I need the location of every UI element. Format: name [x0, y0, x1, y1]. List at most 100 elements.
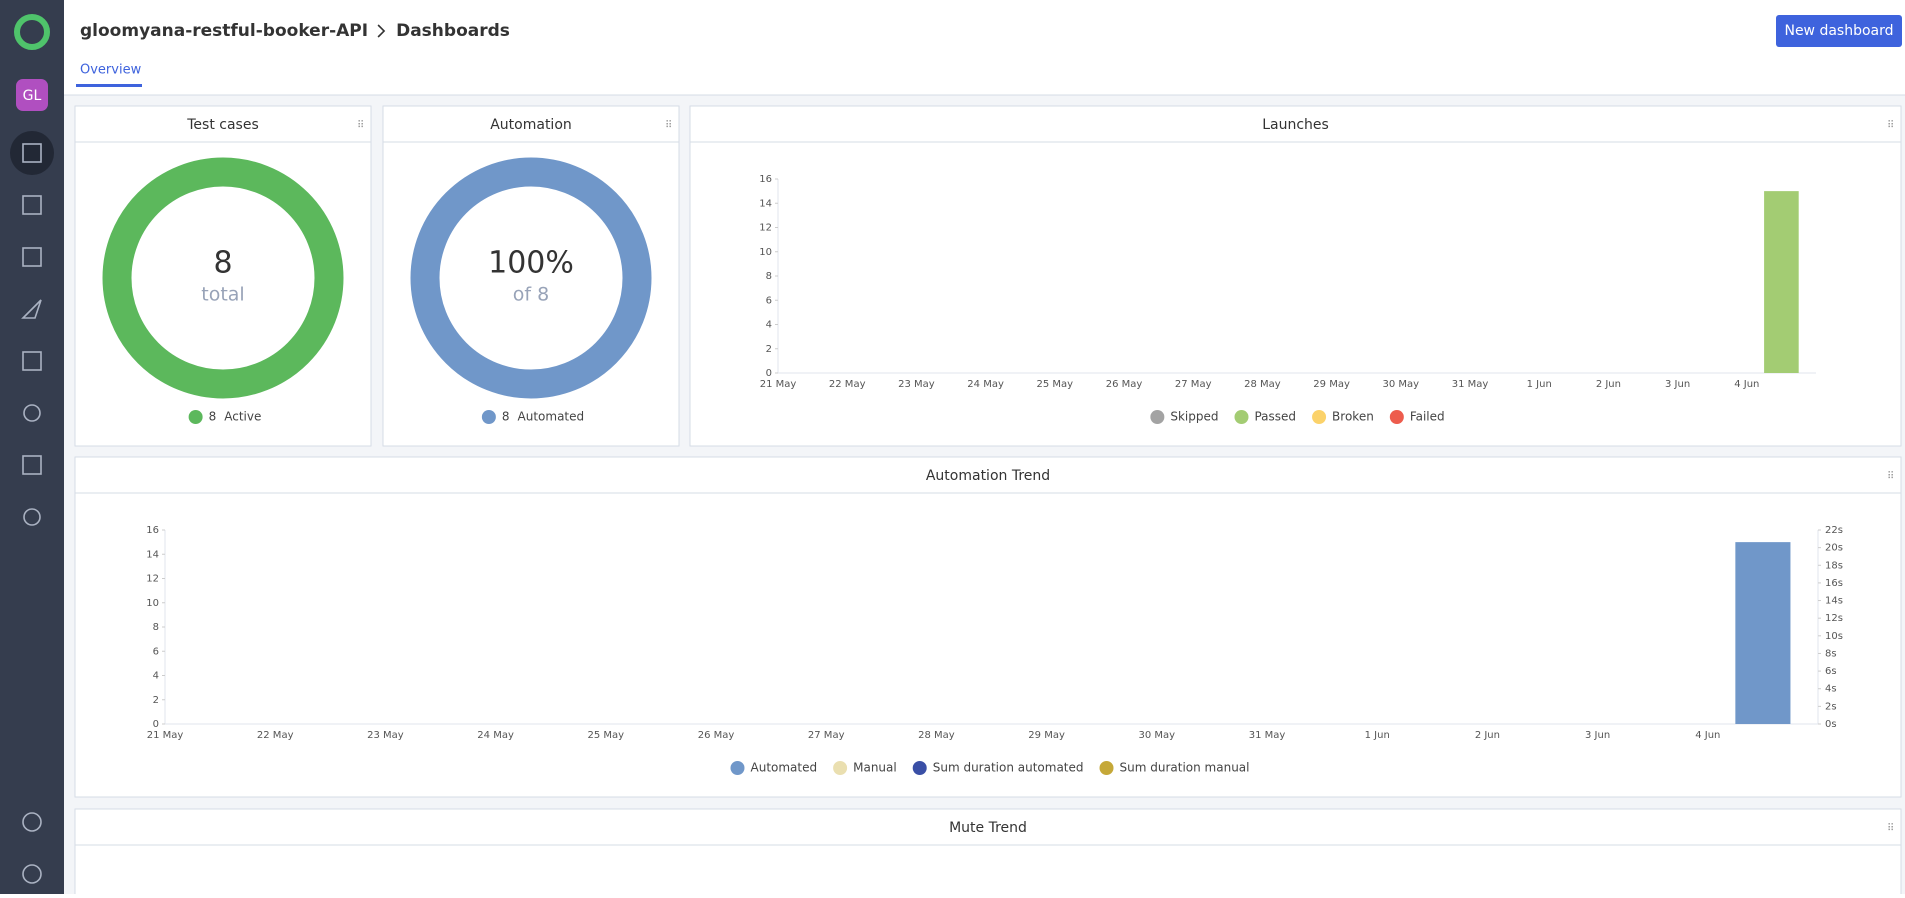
legend-label: Sum duration automated: [933, 761, 1084, 775]
y-tick-label: 14: [759, 198, 772, 209]
project-name[interactable]: gloomyana-restful-booker-API: [80, 21, 368, 41]
nav-add[interactable]: [22, 812, 42, 832]
legend-marker: [188, 410, 203, 424]
x-tick-label: 3 Jun: [1585, 730, 1610, 741]
y-tick-label: 12: [146, 574, 159, 585]
y-tick-label: 10: [759, 247, 772, 258]
x-tick-label: 23 May: [898, 379, 935, 390]
y2-tick-label: 12s: [1825, 613, 1843, 624]
drag-handle: ⠿: [1887, 120, 1894, 131]
nav-icons: [21, 143, 42, 884]
donut-center-value: 100%: [488, 246, 574, 281]
x-tick-label: 24 May: [477, 730, 514, 741]
bar: [1764, 191, 1799, 373]
x-tick-label: 1 Jun: [1365, 730, 1390, 741]
y-tick-label: 4: [766, 320, 772, 331]
y-tick-label: 0: [153, 719, 159, 730]
nav-analytics[interactable]: [22, 351, 42, 371]
logo[interactable]: [14, 14, 50, 50]
x-tick-label: 1 Jun: [1527, 379, 1552, 390]
x-tick-label: 27 May: [808, 730, 845, 741]
x-tick-label: 4 Jun: [1695, 730, 1720, 741]
widget-title: Automation: [490, 117, 572, 133]
legend-label: Sum duration manual: [1120, 761, 1250, 775]
widget: [74, 808, 1902, 898]
y2-tick-label: 18s: [1825, 560, 1843, 571]
y-tick-label: 10: [146, 598, 159, 609]
x-tick-label: 31 May: [1452, 379, 1489, 390]
breadcrumb-page: Dashboards: [396, 21, 510, 41]
y2-tick-label: 2s: [1825, 701, 1837, 712]
legend-label: Passed: [1254, 410, 1296, 424]
button-label: New dashboard: [1784, 23, 1893, 39]
y2-tick-label: 0s: [1825, 719, 1837, 730]
nav-settings[interactable]: [23, 508, 41, 526]
legend-marker: [481, 410, 496, 424]
nav-active[interactable]: [10, 131, 54, 175]
donut-ring: [102, 157, 344, 399]
donut-center-caption: of 8: [513, 284, 549, 306]
y-tick-label: 6: [766, 295, 772, 306]
widget: [74, 456, 1902, 798]
legend-marker: [730, 761, 745, 775]
legend-marker: [1234, 410, 1249, 424]
drag-handle: ⠿: [357, 120, 364, 131]
legend-label: Automated: [751, 761, 818, 775]
breadcrumb-separator: [377, 24, 386, 38]
donut-center-value: 8: [213, 246, 232, 281]
x-tick-label: 25 May: [588, 730, 625, 741]
nav-dashboards[interactable]: [22, 143, 42, 163]
x-tick-label: 24 May: [967, 379, 1004, 390]
legend-label: Skipped: [1170, 410, 1218, 424]
x-tick-label: 2 Jun: [1596, 379, 1621, 390]
nav-launches[interactable]: [21, 299, 42, 319]
y-tick-label: 16: [759, 174, 772, 185]
nav-tests[interactable]: [22, 195, 42, 215]
y2-tick-label: 4s: [1825, 684, 1837, 695]
nav-help[interactable]: [22, 864, 42, 884]
x-tick-label: 3 Jun: [1665, 379, 1690, 390]
x-tick-label: 21 May: [760, 379, 797, 390]
donut-ring: [410, 157, 652, 399]
legend-marker: [833, 761, 848, 775]
tab-underline: [76, 84, 142, 87]
new-dashboard-button[interactable]: [1776, 15, 1902, 47]
y-tick-label: 4: [153, 671, 159, 682]
widget: [689, 105, 1902, 447]
nav-jobs[interactable]: [22, 455, 42, 475]
x-tick-label: 2 Jun: [1475, 730, 1500, 741]
drag-handle: ⠿: [1887, 471, 1894, 482]
legend-marker: [1099, 761, 1114, 775]
widget-title: Launches: [1262, 117, 1329, 133]
x-tick-label: 28 May: [1244, 379, 1281, 390]
x-tick-label: 28 May: [918, 730, 955, 741]
x-tick-label: 26 May: [698, 730, 735, 741]
x-tick-label: 31 May: [1249, 730, 1286, 741]
y-tick-label: 8: [153, 622, 159, 633]
x-tick-label: 26 May: [1106, 379, 1143, 390]
y-tick-label: 2: [766, 344, 772, 355]
x-tick-label: 4 Jun: [1734, 379, 1759, 390]
y2-tick-label: 10s: [1825, 631, 1843, 642]
drag-handle: ⠿: [1887, 823, 1894, 834]
x-tick-label: 27 May: [1175, 379, 1212, 390]
y2-tick-label: 20s: [1825, 543, 1843, 554]
x-tick-label: 30 May: [1139, 730, 1176, 741]
y2-tick-label: 8s: [1825, 648, 1837, 659]
avatar[interactable]: [16, 79, 48, 111]
y-tick-label: 6: [153, 646, 159, 657]
drag-handle: ⠿: [665, 120, 672, 131]
nav-plans[interactable]: [22, 247, 42, 267]
legend-label: Manual: [853, 761, 897, 775]
nav-defects[interactable]: [23, 404, 41, 422]
legend-marker: [1150, 410, 1165, 424]
widget-title: Mute Trend: [949, 820, 1027, 836]
x-tick-label: 29 May: [1313, 379, 1350, 390]
widget-title: Automation Trend: [926, 468, 1050, 484]
y2-tick-label: 16s: [1825, 578, 1843, 589]
tab-overview[interactable]: Overview: [80, 63, 142, 78]
y-tick-label: 0: [766, 368, 772, 379]
y-tick-label: 12: [759, 223, 772, 234]
avatar-initials: GL: [23, 88, 42, 104]
